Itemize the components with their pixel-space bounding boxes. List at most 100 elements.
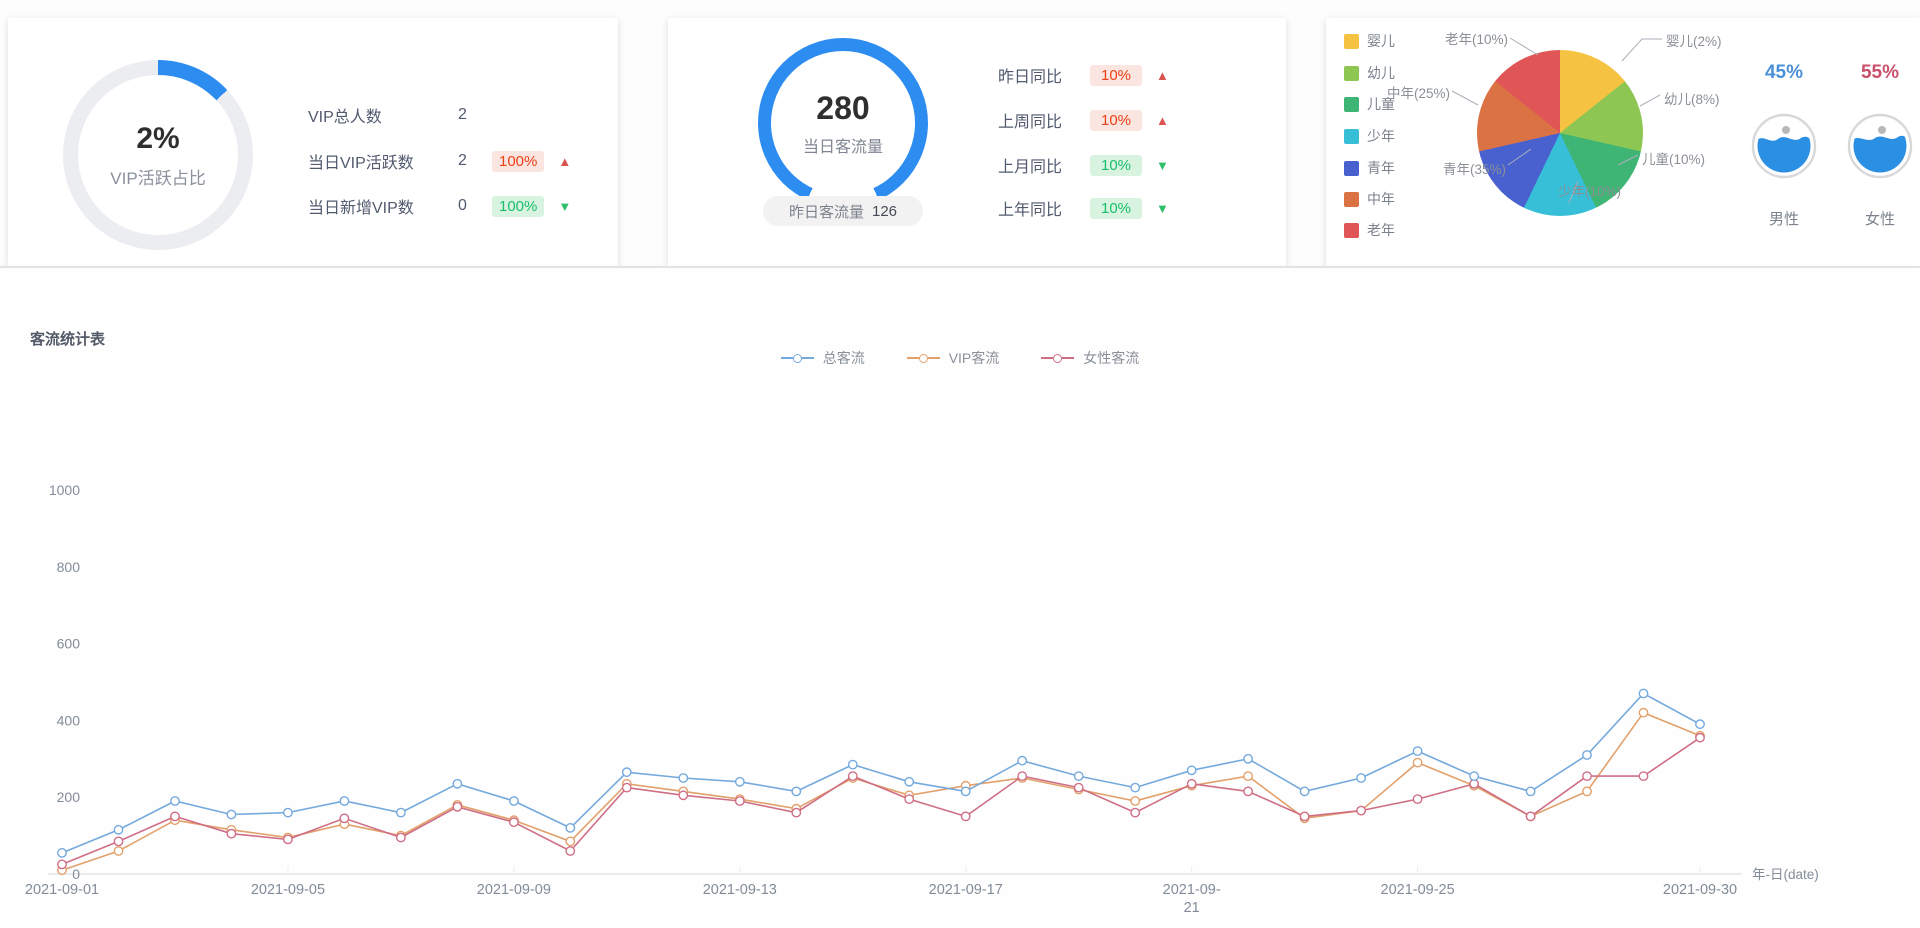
legend-label: 儿童 <box>1367 96 1395 112</box>
svg-text:21: 21 <box>1184 900 1200 916</box>
svg-text:200: 200 <box>57 789 81 805</box>
pie-legend-item-teen[interactable]: 少年 <box>1344 127 1395 145</box>
svg-text:2021-09-17: 2021-09-17 <box>929 882 1003 898</box>
yoy-yesterday-badge: 10% <box>1090 64 1142 86</box>
male-percent: 45% <box>1764 62 1804 83</box>
svg-text:0: 0 <box>72 866 80 882</box>
svg-text:2021-09-01: 2021-09-01 <box>25 882 99 898</box>
legend-swatch <box>1344 65 1359 81</box>
arrow-up-icon <box>1156 113 1169 128</box>
yesterday-traffic-pill: 昨日客流量 126 <box>763 196 923 226</box>
vip-active-row: 当日VIP活跃数 2 100% <box>308 148 571 174</box>
yoy-lastmonth-badge: 10% <box>1090 154 1142 176</box>
legend-swatch <box>1344 96 1359 112</box>
svg-text:2021-09-: 2021-09- <box>1163 882 1221 898</box>
svg-text:2021-09-09: 2021-09-09 <box>477 882 551 898</box>
yoy-yesterday-label: 昨日同比 <box>998 69 1063 86</box>
yoy-lastyear-row: 上年同比 10% <box>998 195 1169 221</box>
pie-callout-baby: 婴儿(2%) <box>1666 34 1722 49</box>
yoy-lastmonth-label: 上月同比 <box>998 159 1063 176</box>
traffic-today-value: 280 <box>816 89 870 126</box>
traffic-gauge-center: 280 当日客流量 <box>758 38 928 208</box>
svg-text:年-日(date): 年-日(date) <box>1752 867 1819 882</box>
vip-ratio-donut-chart[interactable] <box>63 60 253 250</box>
vip-donut-center: 2% VIP活跃占比 <box>63 60 253 250</box>
vip-active-value: 2 <box>458 152 467 169</box>
pie-callout-child: 儿童(10%) <box>1642 152 1706 167</box>
vip-new-value: 0 <box>458 197 467 214</box>
vip-summary-card: 2% VIP活跃占比 VIP总人数 2 当日VIP活跃数 2 100% 当日新增… <box>8 18 618 266</box>
traffic-line-chart[interactable]: 0 200 400 600 800 1000 2021-09-01 2021-09-05 202… <box>0 380 1920 928</box>
traffic-gauge-chart[interactable] <box>758 38 928 208</box>
demographics-card: 婴儿 幼儿 儿童 少年 青年 中年 老年 老年(10%) 婴儿(2%) 幼儿(8… <box>1326 18 1920 266</box>
legend-label: 老年 <box>1367 222 1395 238</box>
yesterday-traffic-value: 126 <box>871 202 898 220</box>
vip-active-percent: 2% <box>136 121 180 155</box>
svg-text:600: 600 <box>57 636 81 652</box>
legend-swatch <box>1344 128 1359 144</box>
arrow-down-icon <box>1156 201 1169 216</box>
pie-legend-item-child[interactable]: 儿童 <box>1344 95 1395 113</box>
pie-callout-middle: 中年(25%) <box>1386 86 1450 101</box>
svg-text:2021-09-30: 2021-09-30 <box>1663 882 1737 898</box>
legend-item-female-traffic[interactable]: 女性客流 <box>1041 348 1139 368</box>
legend-swatch <box>1344 191 1359 207</box>
pie-callout-toddler: 幼儿(8%) <box>1664 92 1720 107</box>
female-label: 女性 <box>1864 211 1895 228</box>
legend-label: 总客流 <box>822 350 865 366</box>
legend-label: 女性客流 <box>1083 350 1140 366</box>
legend-label: 中年 <box>1367 191 1395 207</box>
line-marker-icon <box>906 353 940 363</box>
pie-legend-item-baby[interactable]: 婴儿 <box>1344 32 1395 50</box>
yoy-lastweek-row: 上周同比 10% <box>998 107 1169 133</box>
yoy-lastweek-badge: 10% <box>1090 109 1142 131</box>
pie-legend-item-toddler[interactable]: 幼儿 <box>1344 64 1395 82</box>
line-chart-legend: 总客流 VIP客流 女性客流 <box>0 348 1920 368</box>
vip-new-badge: 100% <box>492 195 545 217</box>
legend-swatch <box>1344 160 1359 176</box>
legend-label: 幼儿 <box>1367 65 1395 81</box>
vip-active-label: 当日VIP活跃数 <box>308 155 414 172</box>
arrow-up-icon <box>1156 68 1169 83</box>
vip-new-label: 当日新增VIP数 <box>308 200 414 217</box>
pie-legend-item-youth[interactable]: 青年 <box>1344 159 1395 177</box>
legend-swatch <box>1344 33 1359 49</box>
legend-label: 少年 <box>1367 128 1395 144</box>
line-marker-icon <box>1041 353 1075 363</box>
legend-label: 青年 <box>1367 160 1395 176</box>
svg-text:1000: 1000 <box>49 482 80 498</box>
legend-item-vip-traffic[interactable]: VIP客流 <box>906 348 1000 368</box>
section-divider <box>0 266 1920 268</box>
svg-text:2021-09-25: 2021-09-25 <box>1381 882 1455 898</box>
legend-label: VIP客流 <box>948 350 1000 366</box>
pie-legend-item-middle[interactable]: 中年 <box>1344 190 1395 208</box>
pie-callout-youth: 青年(35%) <box>1442 162 1506 177</box>
yoy-lastyear-badge: 10% <box>1090 197 1142 219</box>
vip-new-row: 当日新增VIP数 0 100% <box>308 193 571 219</box>
pie-legend-item-old[interactable]: 老年 <box>1344 221 1395 239</box>
arrow-down-icon <box>558 199 571 214</box>
age-distribution-pie-chart[interactable] <box>1477 50 1643 216</box>
female-liquid-gauge[interactable] <box>1845 111 1915 181</box>
legend-swatch <box>1344 222 1359 238</box>
arrow-down-icon <box>1156 158 1169 173</box>
male-label: 男性 <box>1768 211 1799 228</box>
legend-item-total-traffic[interactable]: 总客流 <box>780 348 865 368</box>
yoy-yesterday-row: 昨日同比 10% <box>998 62 1169 88</box>
traffic-today-label: 当日客流量 <box>802 138 883 156</box>
yoy-lastweek-label: 上周同比 <box>998 114 1063 131</box>
line-marker-icon <box>780 353 814 363</box>
pie-callout-teen: 少年(10%) <box>1558 184 1622 199</box>
vip-active-percent-label: VIP活跃占比 <box>110 168 206 188</box>
svg-text:400: 400 <box>57 712 81 728</box>
svg-text:800: 800 <box>57 559 81 575</box>
arrow-up-icon <box>558 154 571 169</box>
traffic-line-chart-card <box>0 268 1920 928</box>
male-liquid-gauge[interactable] <box>1749 111 1819 181</box>
svg-text:2021-09-13: 2021-09-13 <box>703 882 777 898</box>
chart-title: 客流统计表 <box>30 331 106 348</box>
yesterday-traffic-label: 昨日客流量 <box>788 203 864 221</box>
yoy-lastmonth-row: 上月同比 10% <box>998 152 1169 178</box>
vip-total-row: VIP总人数 2 <box>308 102 486 128</box>
pie-callout-old: 老年(10%) <box>1444 32 1508 47</box>
